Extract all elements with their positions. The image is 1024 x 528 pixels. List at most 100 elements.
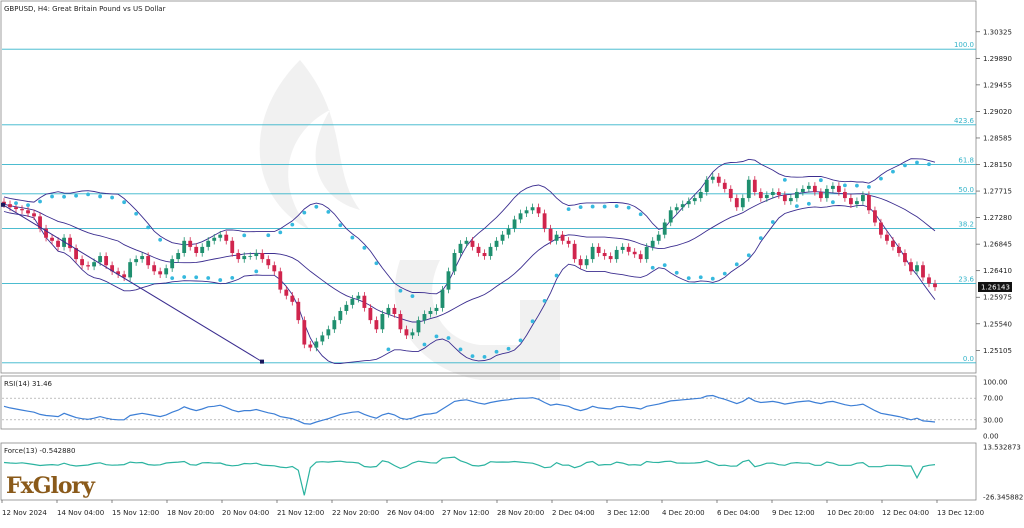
sar-dot: [758, 236, 763, 241]
candle-body: [290, 295, 295, 302]
candle-body: [416, 320, 421, 333]
price-tick-label: 1.28585: [983, 134, 1012, 142]
trendline-anchor: [260, 359, 264, 364]
sar-dot: [903, 163, 907, 168]
candle-body: [710, 176, 715, 180]
candle-body: [128, 262, 133, 278]
candle-body: [512, 219, 517, 229]
candle-body: [933, 283, 937, 288]
sar-dot: [578, 205, 583, 210]
candle-body: [266, 259, 271, 266]
sar-dot: [686, 276, 691, 281]
candle-body: [398, 314, 403, 330]
force-title: Force(13) -0.542880: [4, 447, 75, 455]
time-axis: 12 Nov 2024 14 Nov 04:00 15 Nov 12:00 18 No…: [1, 500, 984, 517]
sar-dot: [326, 209, 331, 214]
force-tick-label: -26.345882: [983, 494, 1023, 502]
candle-body: [674, 207, 679, 211]
candle-body: [14, 207, 18, 210]
candle-body: [806, 185, 811, 189]
sar-dot: [879, 176, 883, 181]
symbol-title: GBPUSD, H4: Great Britain Pound vs US Do…: [4, 5, 166, 13]
trendline-anchor: [1, 202, 5, 207]
candle-body: [338, 310, 343, 321]
candle-body: [903, 253, 907, 263]
price-tick-label: 1.25105: [983, 347, 1012, 355]
candle-body: [626, 246, 631, 252]
sar-dot: [362, 245, 367, 250]
candle-body: [164, 268, 169, 275]
price-tick-label: 1.29890: [983, 55, 1012, 63]
sar-dot: [590, 204, 595, 209]
candle-body: [770, 191, 775, 196]
candle-body: [867, 195, 871, 211]
candle-body: [350, 298, 355, 305]
candle-body: [764, 195, 769, 199]
time-tick-label: 13 Dec 12:00: [937, 509, 984, 517]
sar-dot: [482, 354, 487, 359]
sar-dot: [434, 334, 439, 339]
candle-body: [368, 307, 373, 321]
rsi-tick-label: 0.00: [983, 433, 999, 441]
candle-body: [632, 251, 637, 255]
sar-dot: [710, 276, 715, 281]
sar-dot: [314, 204, 319, 209]
sar-dot: [626, 205, 631, 210]
sar-dot: [843, 183, 847, 188]
candle-body: [236, 253, 241, 260]
candle-body: [50, 237, 54, 241]
candle-body: [927, 277, 931, 284]
candle-body: [873, 210, 877, 223]
candle-body: [362, 295, 367, 308]
main-pane-frame: [0, 0, 977, 374]
candle-body: [891, 240, 895, 247]
candle-body: [392, 307, 397, 315]
candle-body: [530, 207, 535, 211]
sar-dot: [867, 184, 871, 189]
candle-body: [182, 240, 187, 253]
sar-dot: [338, 223, 343, 228]
candle-body: [644, 246, 649, 260]
candle-body: [410, 332, 415, 336]
candle-body: [188, 240, 193, 247]
candle-body: [524, 210, 529, 214]
candle-body: [152, 265, 157, 272]
fib-level-label: 61.8: [958, 157, 974, 165]
candle-body: [116, 271, 121, 275]
candle-body: [218, 234, 223, 238]
sar-dot: [542, 298, 547, 303]
sar-dot: [614, 204, 619, 209]
candle-body: [332, 320, 337, 330]
candle-body: [380, 314, 385, 330]
candle-body: [464, 240, 469, 244]
sar-dot: [674, 270, 679, 275]
candle-body: [812, 185, 817, 192]
candle-body: [518, 213, 523, 220]
sar-dot: [266, 233, 271, 238]
candle-body: [242, 256, 247, 260]
candle-body: [734, 198, 739, 208]
candle-body: [590, 246, 595, 260]
price-tick-label: 1.29455: [983, 81, 1012, 89]
fib-level-label: 100.0: [954, 41, 974, 49]
watermark-logo: [259, 60, 560, 380]
rsi-tick-label: 100.00: [983, 379, 1008, 387]
candle-body: [140, 256, 145, 260]
sar-dot: [110, 195, 115, 200]
rsi-tick-label: 30.00: [983, 416, 1003, 424]
fib-level-label: 23.6: [958, 276, 974, 284]
candle-body: [879, 222, 883, 235]
candle-body: [404, 329, 409, 336]
time-tick-label: 18 Nov 20:00: [167, 509, 214, 517]
price-tick-label: 1.29020: [983, 108, 1012, 116]
candle-body: [855, 201, 859, 205]
candle-body: [680, 204, 685, 208]
fxglory-logo: FxGlory: [6, 473, 95, 499]
force-tick-label: 13.532873: [983, 444, 1021, 452]
sar-dot: [470, 354, 475, 359]
candle-body: [698, 191, 703, 199]
sar-dot: [662, 263, 667, 268]
candle-body: [668, 210, 673, 223]
candle-body: [176, 253, 181, 260]
